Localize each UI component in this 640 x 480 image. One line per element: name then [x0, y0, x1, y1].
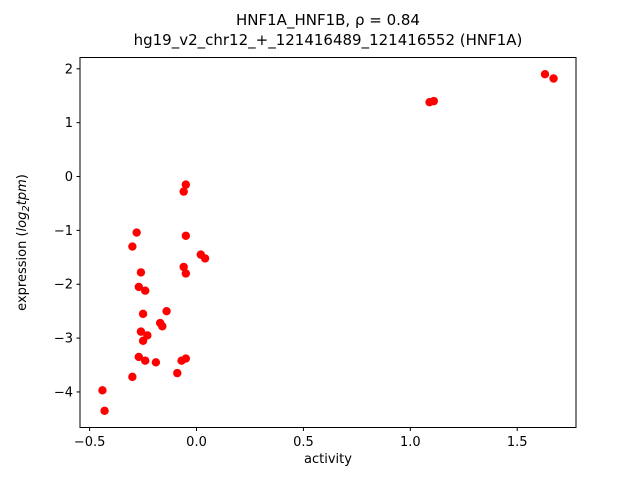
data-point	[429, 96, 439, 106]
y-axis-label-part: 2	[21, 205, 32, 211]
data-point	[179, 187, 188, 196]
y-tick-label: −3	[54, 332, 73, 347]
y-tick-label: −1	[54, 224, 73, 239]
data-point	[200, 254, 210, 263]
data-point	[549, 74, 558, 83]
y-axis-label-part: expression (	[15, 231, 30, 310]
data-point	[151, 358, 161, 367]
data-point	[98, 386, 107, 395]
data-point	[136, 268, 146, 277]
data-point	[134, 352, 143, 362]
x-axis-ticks: −0.5 0.0 0.5 1.0 1.5	[74, 427, 528, 450]
y-axis-label-part: )	[15, 174, 30, 179]
data-point	[181, 269, 191, 278]
data-point	[138, 336, 148, 345]
scatter-points	[98, 69, 558, 416]
data-point	[158, 322, 167, 331]
x-tick-label: 0.5	[293, 435, 314, 450]
data-point	[181, 180, 191, 189]
data-point	[181, 231, 191, 240]
data-point	[136, 327, 146, 336]
y-axis-label-part: log	[15, 212, 30, 232]
y-tick-label: −4	[54, 385, 73, 400]
x-axis-label: activity	[304, 452, 352, 467]
data-point	[141, 286, 150, 295]
y-tick-label: −2	[54, 278, 73, 293]
x-tick-label: 0.0	[186, 435, 207, 450]
y-tick-label: 1	[65, 116, 73, 131]
y-axis-label: expression (log2tpm)	[15, 174, 32, 311]
data-point	[132, 228, 141, 237]
data-point	[179, 262, 188, 272]
x-tick-label: −0.5	[74, 435, 106, 450]
data-point	[128, 372, 137, 382]
y-axis-label-part: tpm	[15, 179, 30, 205]
data-point	[141, 356, 150, 365]
x-tick-label: 1.5	[507, 435, 528, 450]
data-point	[181, 354, 191, 363]
plot-area-frame	[79, 57, 577, 428]
chart-title: HNF1A_HNF1B, ρ = 0.84	[236, 11, 420, 30]
data-point	[128, 242, 137, 251]
y-axis-ticks: −4 −3 −2 −1 0 1 2	[54, 62, 80, 400]
y-tick-label: 0	[65, 170, 73, 185]
data-point	[134, 282, 143, 292]
data-point	[100, 406, 109, 416]
data-point	[138, 309, 148, 319]
chart-subtitle: hg19_v2_chr12_+_121416489_121416552 (HNF…	[134, 31, 523, 50]
data-point	[540, 69, 550, 79]
data-point	[173, 368, 182, 378]
x-tick-label: 1.0	[400, 435, 421, 450]
y-tick-label: 2	[65, 62, 73, 77]
data-point	[162, 306, 171, 316]
